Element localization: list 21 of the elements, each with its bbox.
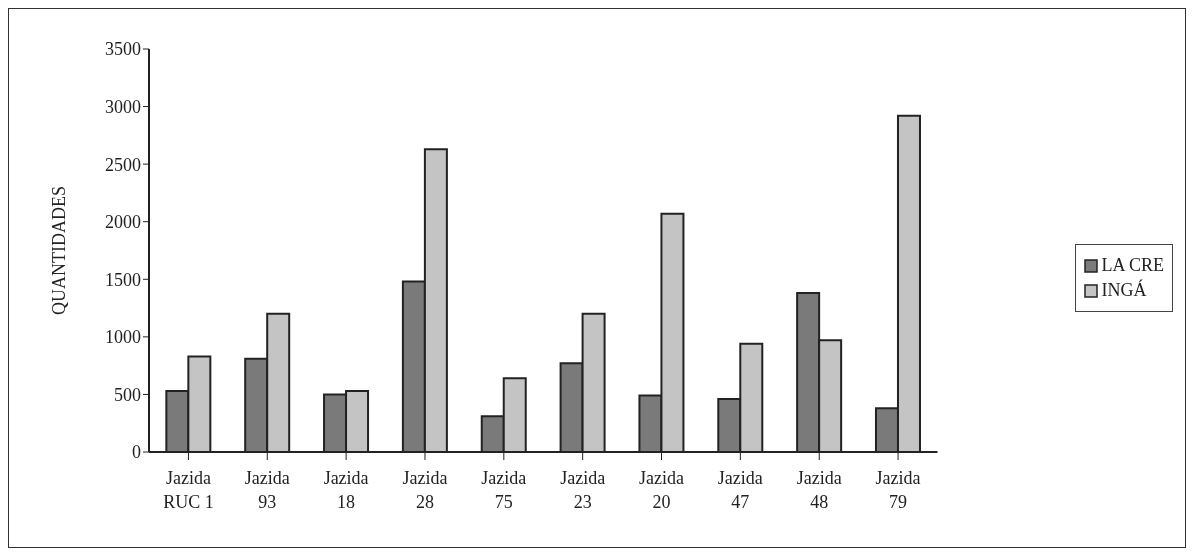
y-tick-label: 2000	[105, 212, 141, 233]
x-tick-label: Jazida 48	[796, 468, 842, 512]
x-tick-label: Jazida 79	[875, 468, 921, 512]
y-tick-label: 0	[132, 442, 141, 463]
y-axis-title: QUANTIDADES	[49, 186, 70, 315]
x-tick-label: Jazida RUC 1	[163, 468, 214, 512]
y-tick-label: 1000	[105, 327, 141, 348]
y-tick-label: 3000	[105, 96, 141, 117]
x-tick-label: Jazida 23	[560, 468, 606, 512]
legend-label: INGÁ	[1101, 280, 1147, 301]
x-tick-label: Jazida 75	[481, 468, 527, 512]
x-tick-label: Jazida 18	[323, 468, 369, 512]
x-tick-label: Jazida 93	[244, 468, 290, 512]
x-tick-label: Jazida 20	[639, 468, 685, 512]
x-tick-label: Jazida 47	[717, 468, 763, 512]
legend-label: LA CRE	[1101, 255, 1164, 276]
y-tick-label: 2500	[105, 154, 141, 175]
y-tick-label: 3500	[105, 39, 141, 60]
y-tick-label: 500	[114, 384, 141, 405]
x-tick-label: Jazida 28	[402, 468, 448, 512]
y-tick-label: 1500	[105, 269, 141, 290]
